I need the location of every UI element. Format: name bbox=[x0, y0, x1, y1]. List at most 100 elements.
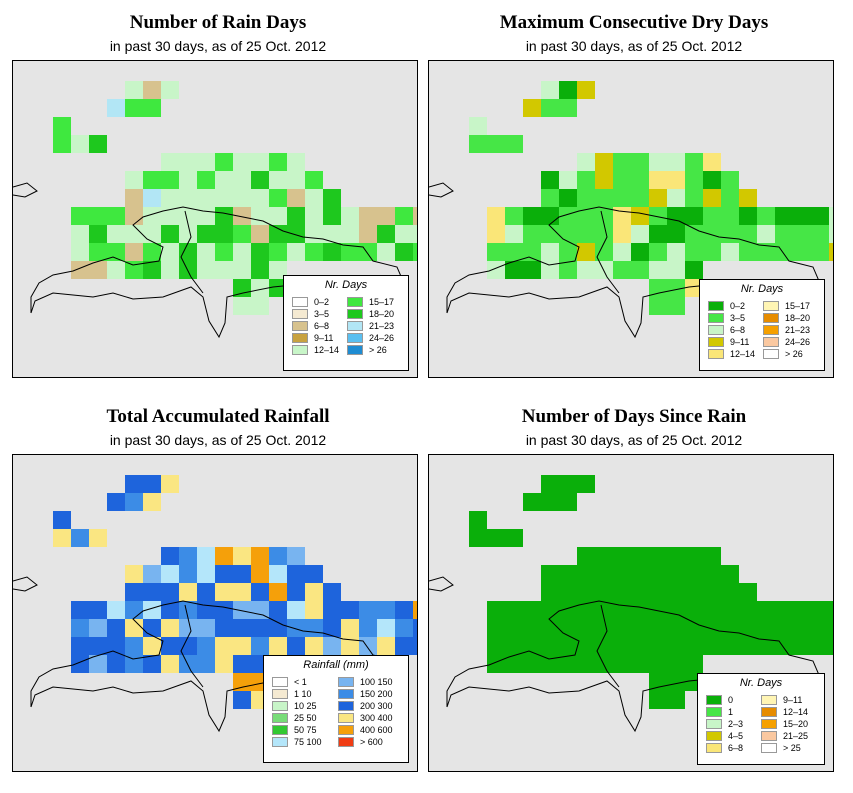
grid-cell bbox=[613, 243, 631, 261]
grid-cell bbox=[649, 243, 667, 261]
grid-cell bbox=[685, 547, 703, 565]
grid-cell bbox=[143, 601, 161, 619]
grid-cell bbox=[667, 547, 685, 565]
grid-cell bbox=[107, 619, 125, 637]
grid-cell bbox=[667, 279, 685, 297]
grid-cell bbox=[287, 225, 305, 243]
grid-cell bbox=[613, 153, 631, 171]
legend-label: 1 bbox=[728, 707, 734, 717]
legend-swatch bbox=[338, 677, 354, 687]
grid-cell bbox=[505, 207, 523, 225]
legend-swatch bbox=[708, 325, 724, 335]
grid-cell bbox=[143, 261, 161, 279]
country-border bbox=[180, 210, 204, 294]
grid-cell bbox=[395, 207, 413, 225]
panel-title: Total Accumulated Rainfall bbox=[106, 406, 330, 427]
legend-label: 15–17 bbox=[369, 297, 395, 307]
grid-cell bbox=[143, 565, 161, 583]
map-canvas bbox=[13, 81, 417, 339]
legend-label: 2–3 bbox=[728, 719, 744, 729]
legend-label: 50 75 bbox=[294, 725, 317, 735]
grid-cell bbox=[233, 583, 251, 601]
grid-cell bbox=[161, 637, 179, 655]
grid-cell bbox=[179, 601, 197, 619]
grid-cell bbox=[541, 99, 559, 117]
grid-cell bbox=[233, 691, 251, 709]
grid-cell bbox=[359, 601, 377, 619]
legend-label: 400 600 bbox=[360, 725, 393, 735]
grid-cell bbox=[505, 601, 523, 619]
grid-cell bbox=[739, 225, 757, 243]
grid-cell bbox=[541, 637, 559, 655]
grid-cell bbox=[53, 529, 71, 547]
legend-swatch bbox=[338, 701, 354, 711]
grid-cell bbox=[613, 655, 631, 673]
grid-cell bbox=[739, 243, 757, 261]
grid-cell bbox=[469, 135, 487, 153]
grid-cell bbox=[143, 189, 161, 207]
grid-cell bbox=[251, 207, 269, 225]
grid-cell bbox=[541, 601, 559, 619]
legend-label: 200 300 bbox=[360, 701, 393, 711]
grid-cell bbox=[305, 637, 323, 655]
grid-cell bbox=[577, 81, 595, 99]
grid-cell bbox=[179, 547, 197, 565]
grid-cell bbox=[793, 225, 811, 243]
grid-cell bbox=[341, 207, 359, 225]
grid-cell bbox=[667, 297, 685, 315]
coastline bbox=[446, 600, 820, 733]
grid-cell bbox=[577, 171, 595, 189]
grid-cell bbox=[469, 117, 487, 135]
grid-cell bbox=[631, 207, 649, 225]
grid-cell bbox=[739, 583, 757, 601]
legend-label: 15–20 bbox=[783, 719, 809, 729]
legend-label: 10 25 bbox=[294, 701, 317, 711]
grid-cell bbox=[811, 619, 829, 637]
legend-swatch bbox=[292, 333, 308, 343]
legend-swatch bbox=[761, 695, 777, 705]
legend-title: Nr. Days bbox=[324, 279, 368, 291]
panel-subtitle: in past 30 days, as of 25 Oct. 2012 bbox=[109, 38, 327, 54]
grid-cell bbox=[197, 655, 215, 673]
grid-cell bbox=[739, 189, 757, 207]
grid-cell bbox=[577, 619, 595, 637]
grid-cell bbox=[359, 619, 377, 637]
grid-cell bbox=[703, 637, 721, 655]
grid-cell bbox=[793, 243, 811, 261]
panel-title: Number of Days Since Rain bbox=[521, 406, 747, 427]
grid-cell bbox=[559, 637, 577, 655]
grid-cell bbox=[89, 619, 107, 637]
grid-cell bbox=[667, 565, 685, 583]
grid-cell bbox=[505, 619, 523, 637]
legend-label: 6–8 bbox=[314, 321, 330, 331]
grid-cell bbox=[685, 207, 703, 225]
grid-cell bbox=[413, 225, 417, 243]
grid-cell bbox=[53, 135, 71, 153]
grid-cell bbox=[107, 261, 125, 279]
legend-swatch bbox=[763, 313, 779, 323]
map-canvas bbox=[429, 81, 833, 339]
grid-cell bbox=[143, 475, 161, 493]
grid-cell bbox=[107, 243, 125, 261]
grid-cell bbox=[649, 691, 667, 709]
legend-swatch bbox=[347, 321, 363, 331]
grid-cell bbox=[197, 637, 215, 655]
legend-swatch bbox=[761, 707, 777, 717]
grid-cell bbox=[685, 565, 703, 583]
grid-cell bbox=[287, 547, 305, 565]
grid-cell bbox=[89, 135, 107, 153]
grid-cell bbox=[323, 225, 341, 243]
grid-cell bbox=[251, 261, 269, 279]
grid-cell bbox=[667, 619, 685, 637]
panel-subtitle: in past 30 days, as of 25 Oct. 2012 bbox=[525, 432, 743, 448]
grid-cell bbox=[287, 189, 305, 207]
grid-cell bbox=[197, 619, 215, 637]
grid-cell bbox=[559, 171, 577, 189]
grid-cell bbox=[685, 153, 703, 171]
grid-cell bbox=[703, 601, 721, 619]
grid-cell bbox=[143, 243, 161, 261]
grid-cell bbox=[487, 243, 505, 261]
grid-cell bbox=[215, 655, 233, 673]
grid-cell bbox=[631, 655, 649, 673]
legend-label: > 26 bbox=[369, 345, 387, 355]
